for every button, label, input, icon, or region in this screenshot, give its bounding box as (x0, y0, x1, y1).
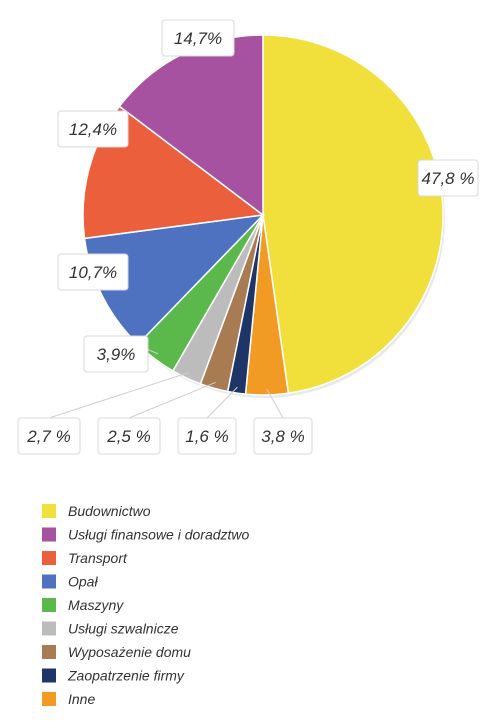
legend-label: Usługi finansowe i doradztwo (68, 527, 250, 543)
slice-label-box (57, 110, 129, 148)
slice-label-box (417, 159, 479, 197)
legend-swatch (42, 551, 56, 565)
slice-label-text: 12,4% (69, 120, 117, 139)
legend-label: Usługi szwalnicze (68, 621, 179, 637)
slice-label-text: 1,6 % (185, 427, 228, 446)
legend-item: Transport (42, 550, 128, 566)
legend-item: Opał (42, 574, 98, 590)
slice-labels: 47,8 % 3,8 % 1,6 % 2,5 % 2,7 % 3,9% 10,7% 12,4%… (17, 19, 479, 455)
leader-line (266, 388, 284, 419)
slice-label: 1,6 % (177, 417, 237, 455)
legend-item: Usługi szwalnicze (42, 621, 179, 637)
slice-label-text: 47,8 % (422, 169, 475, 188)
legend-label: Wyposażenie domu (68, 644, 191, 660)
legend-item: Usługi finansowe i doradztwo (42, 527, 250, 543)
slice-label-text: 3,9% (97, 345, 136, 364)
slice-label-box (17, 417, 81, 455)
legend-item: Zaopatrzenie firmy (42, 668, 185, 684)
legend-label: Inne (68, 691, 95, 707)
legend-swatch (42, 598, 56, 612)
legend: Budownictwo Usługi finansowe i doradztwo T… (42, 503, 250, 707)
pie-slices (82, 34, 444, 396)
legend-swatch (42, 574, 56, 589)
slice-label-box (161, 19, 235, 57)
slice-label: 47,8 % (417, 159, 479, 197)
legend-item: Budownictwo (42, 503, 151, 519)
slice-label: 14,7% (161, 19, 235, 57)
leader-line (206, 386, 238, 419)
slice-label-box (253, 417, 313, 455)
legend-swatch (42, 527, 56, 542)
slice-label-box (57, 253, 129, 291)
slice-label: 3,8 % (253, 417, 313, 455)
legend-item: Inne (42, 691, 95, 707)
slice-label-text: 3,8 % (261, 427, 304, 446)
legend-swatch (42, 668, 56, 683)
slice-label-text: 14,7% (174, 29, 222, 48)
legend-label: Zaopatrzenie firmy (67, 668, 185, 684)
leader-line (128, 381, 216, 419)
legend-item: Maszyny (42, 597, 124, 613)
legend-swatch (42, 692, 56, 706)
slice-label: 2,7 % (17, 417, 81, 455)
legend-label: Transport (68, 550, 128, 566)
slice-label-text: 2,5 % (106, 427, 150, 446)
legend-item: Wyposażenie domu (42, 644, 191, 660)
pie-slice-budownictwo (262, 34, 444, 395)
legend-label: Opał (68, 574, 98, 590)
slice-label-box (97, 417, 161, 455)
slice-label: 2,5 % (97, 417, 161, 455)
legend-swatch (42, 645, 56, 659)
legend-label: Budownictwo (68, 503, 151, 519)
leader-line (48, 371, 190, 419)
slice-label-text: 10,7% (69, 263, 117, 282)
slice-label: 12,4% (57, 110, 129, 148)
legend-swatch (42, 621, 56, 636)
legend-swatch (42, 504, 56, 518)
slice-label-text: 2,7 % (26, 427, 70, 446)
slice-label: 3,9% (83, 335, 149, 373)
slice-label-box (83, 335, 149, 373)
slice-label-box (177, 417, 237, 455)
legend-label: Maszyny (68, 597, 124, 613)
slice-label: 10,7% (57, 253, 129, 291)
